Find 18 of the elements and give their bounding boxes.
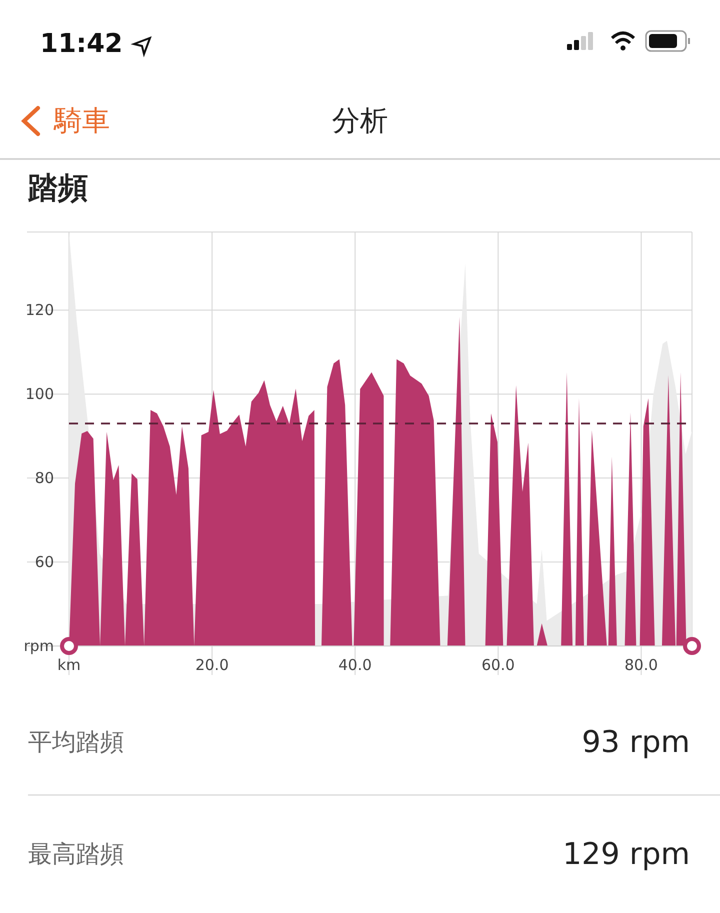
- x-tick-label: 20.0: [195, 656, 229, 674]
- text: 騎車: [53, 104, 110, 137]
- text: 11:42: [40, 29, 123, 59]
- y-tick-label: rpm: [24, 637, 54, 655]
- y-tick-label: 100: [25, 385, 54, 404]
- text: 最高踏頻: [28, 840, 124, 868]
- chart-title: 踏頻: [27, 171, 88, 206]
- x-tick-label: 40.0: [338, 656, 372, 674]
- text: 129 rpm: [562, 837, 690, 872]
- text: 93 rpm: [582, 725, 690, 760]
- y-tick-label: 60: [34, 553, 54, 572]
- x-tick-label: 80.0: [624, 656, 658, 674]
- text: 分析: [332, 104, 388, 137]
- x-tick-label: km: [57, 656, 81, 674]
- y-tick-label: 120: [25, 301, 54, 320]
- text: 平均踏頻: [28, 728, 124, 756]
- x-tick-label: 60.0: [481, 656, 515, 674]
- y-tick-label: 80: [34, 469, 54, 488]
